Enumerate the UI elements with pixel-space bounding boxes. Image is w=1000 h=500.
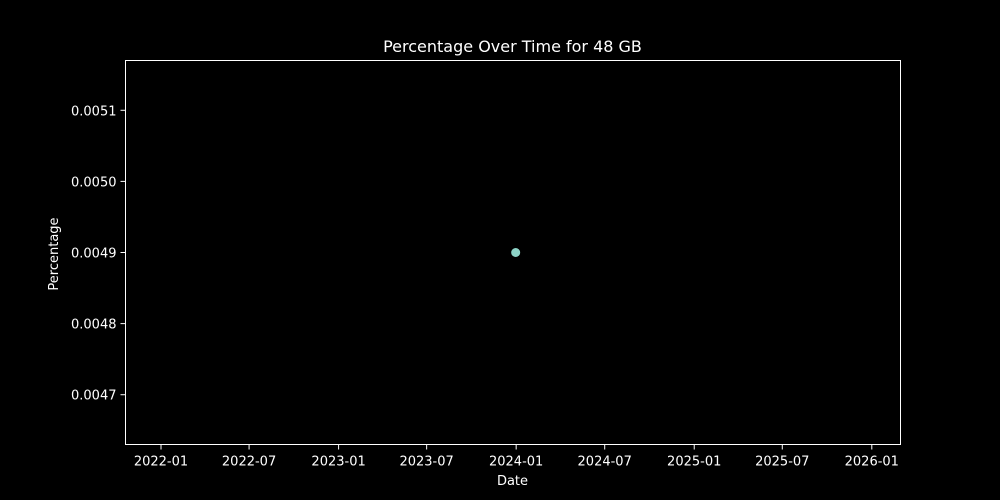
x-tick-label: 2023-01 xyxy=(311,455,365,470)
y-tick-label: 0.0049 xyxy=(71,247,117,262)
y-axis: 0.0047 0.0048 0.0049 0.0050 0.0051 xyxy=(71,104,126,404)
x-tick-label: 2022-01 xyxy=(134,455,188,470)
x-axis-label: Date xyxy=(497,474,528,489)
x-tick-label: 2022-07 xyxy=(222,455,276,470)
x-tick-label: 2024-07 xyxy=(578,455,632,470)
x-tick-label: 2023-07 xyxy=(399,455,453,470)
x-tick-label: 2025-07 xyxy=(755,455,809,470)
x-tick-label: 2025-01 xyxy=(667,455,721,470)
x-axis: 2022-01 2022-07 2023-01 2023-07 2024-01 2024-… xyxy=(134,444,899,470)
chart-title: Percentage Over Time for 48 GB xyxy=(383,37,642,56)
y-tick-label: 0.0048 xyxy=(71,318,117,333)
y-tick-label: 0.0047 xyxy=(71,389,117,404)
data-points xyxy=(511,248,521,257)
y-axis-label: Percentage xyxy=(47,217,62,290)
y-tick-label: 0.0051 xyxy=(71,104,117,119)
data-point xyxy=(511,248,521,257)
x-tick-label: 2024-01 xyxy=(489,455,543,470)
x-tick-label: 2026-01 xyxy=(845,455,899,470)
y-tick-label: 0.0050 xyxy=(71,175,117,190)
